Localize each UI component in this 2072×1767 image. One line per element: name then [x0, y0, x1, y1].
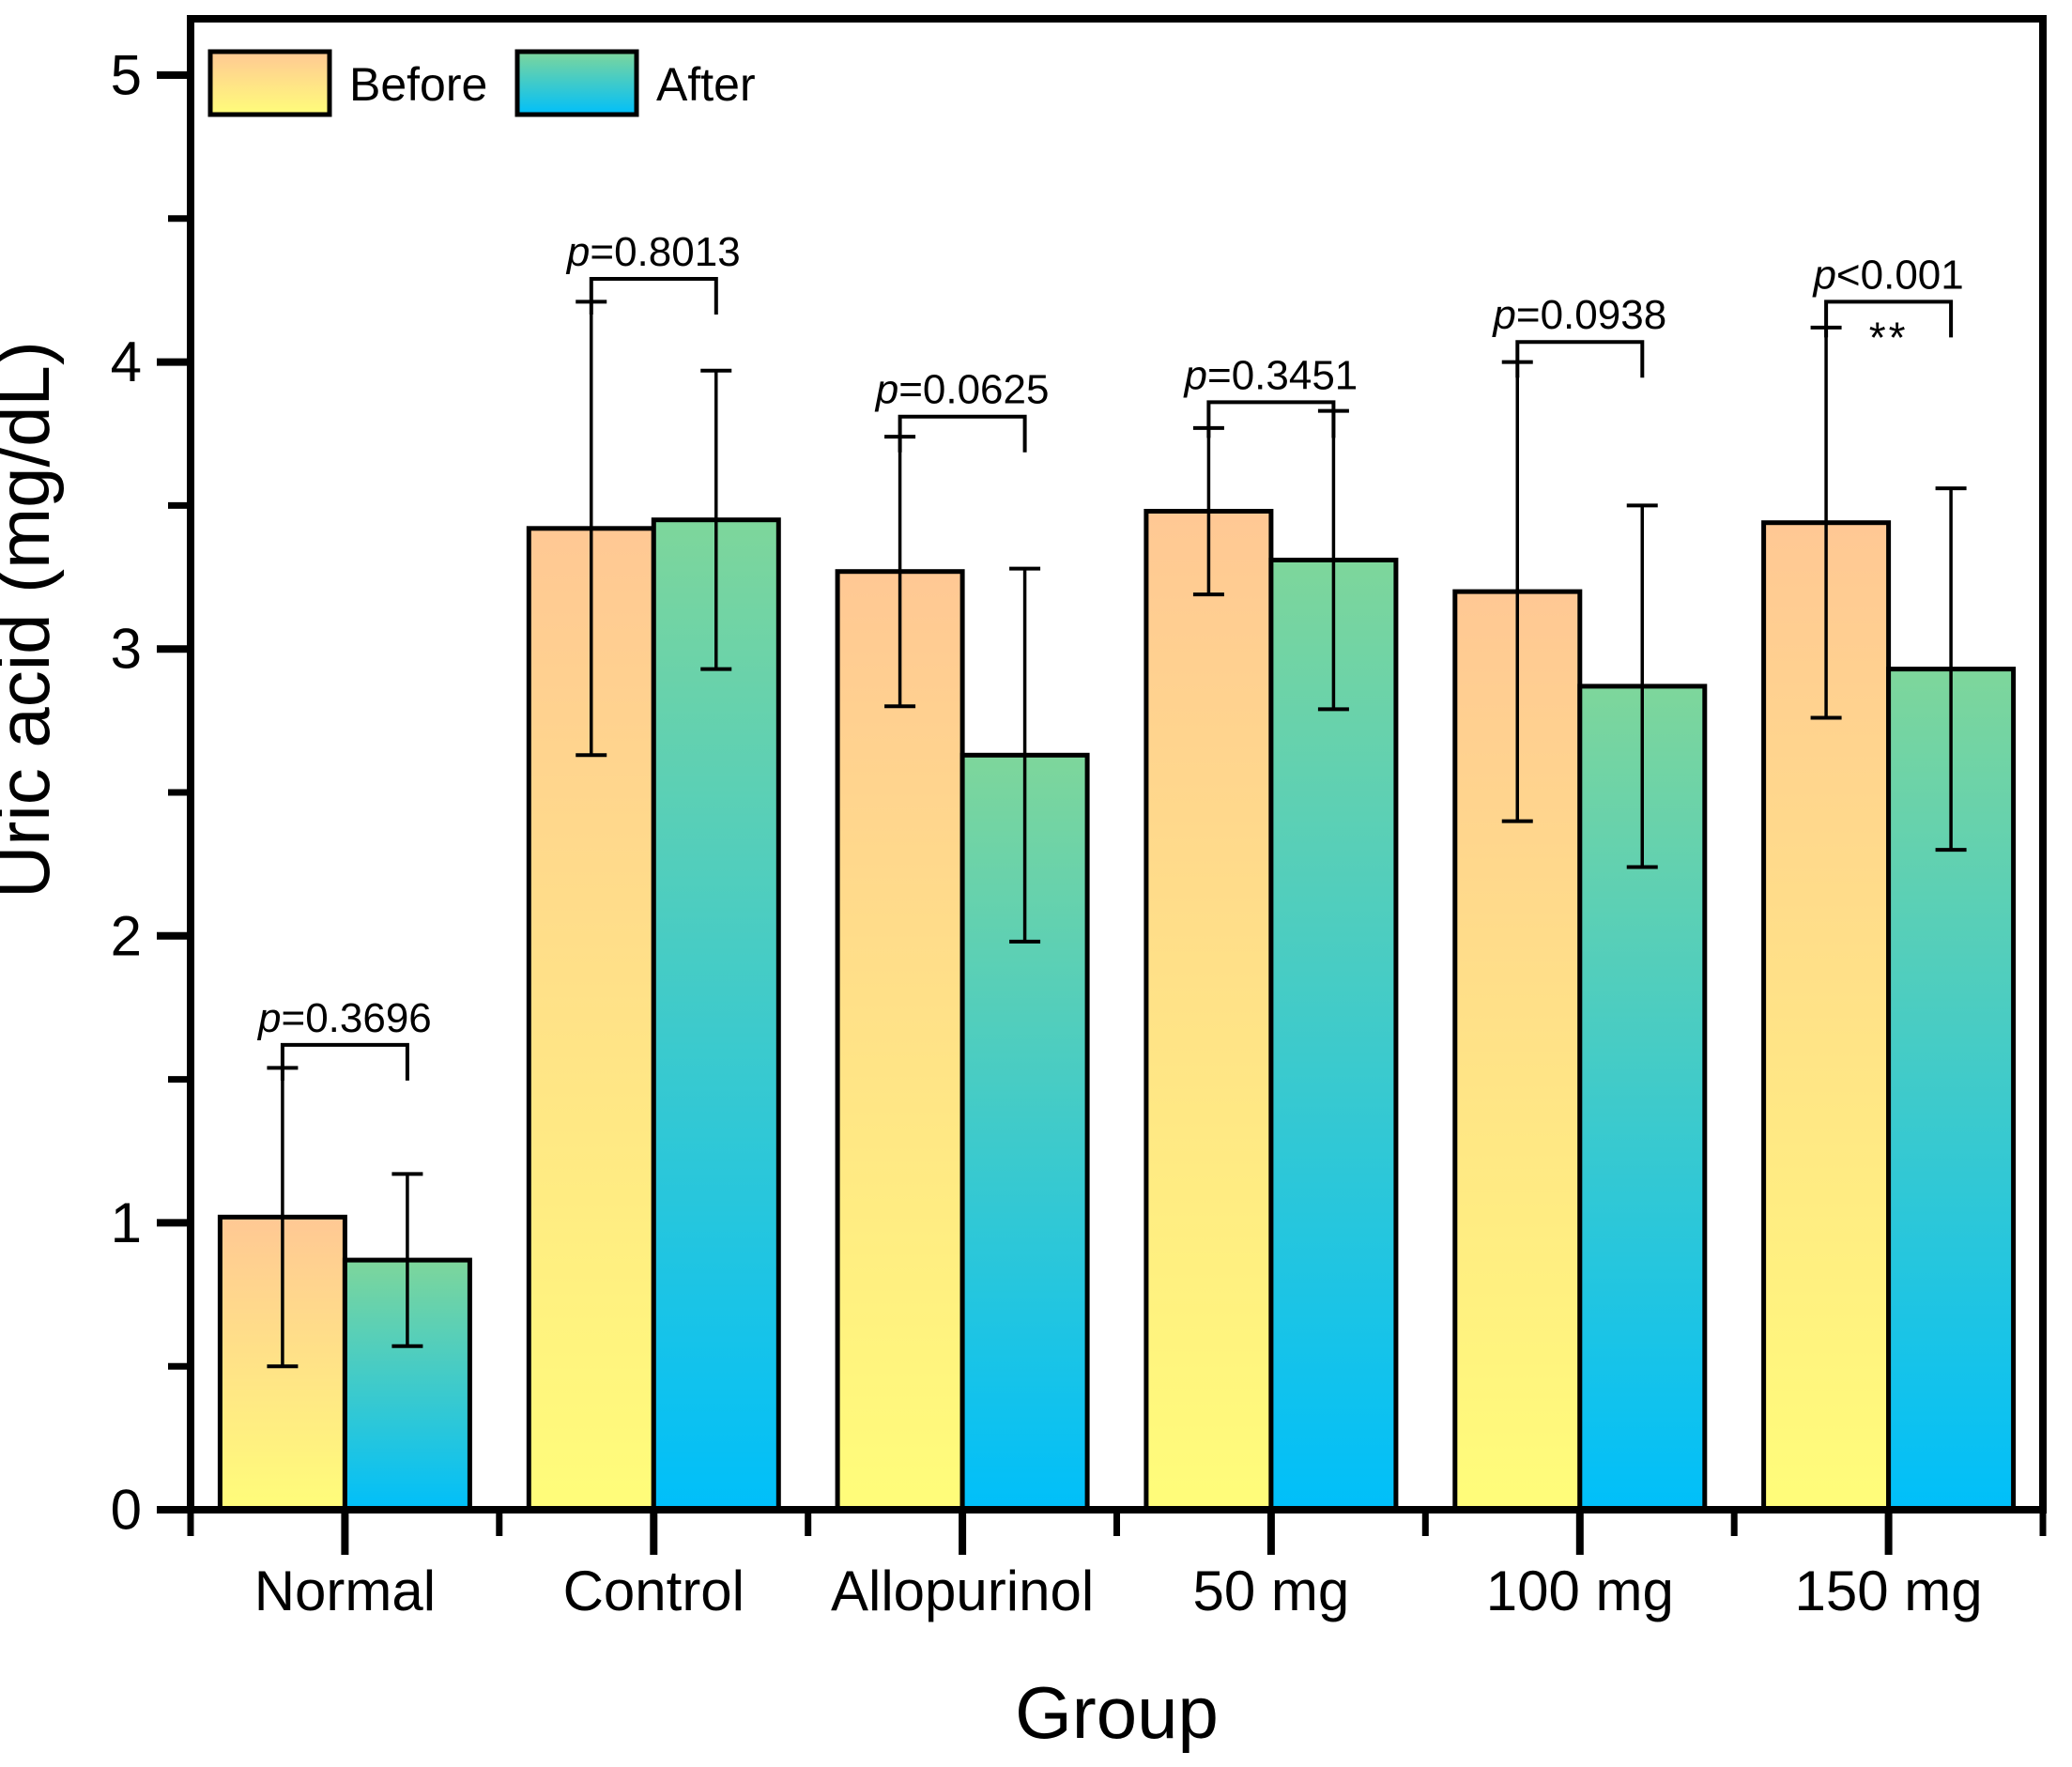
x-tick-label-normal: Normal: [254, 1560, 436, 1622]
p-value-label-normal: p=0.3696: [256, 995, 432, 1041]
p-value-label-150-mg: p<0.001: [1811, 252, 1963, 298]
legend-label-before: Before: [349, 58, 487, 111]
significance-bracket-normal: [280, 1042, 409, 1081]
significance-bracket-50-mg: [1206, 400, 1336, 438]
p-value-label-50-mg: p=0.3451: [1183, 352, 1358, 398]
legend-swatch-before: [207, 49, 332, 117]
x-tick-label-50-mg: 50 mg: [1193, 1560, 1350, 1622]
y-tick-label: 0: [111, 1479, 142, 1542]
error-bar-100-mg-after: [1626, 503, 1658, 869]
bar-50-mg-before: [1143, 509, 1274, 1513]
error-bar-normal-after: [391, 1172, 423, 1348]
y-tick-label: 3: [111, 618, 142, 681]
error-bar-150-mg-after: [1935, 486, 1967, 853]
x-tick-label-allopurinol: Allopurinol: [831, 1560, 1094, 1622]
p-value-label-control: p=0.8013: [565, 229, 741, 275]
significance-bracket-control: [589, 277, 718, 315]
significance-bracket-allopurinol: [898, 414, 1027, 453]
legend-label-after: After: [656, 58, 756, 111]
x-tick-label-100-mg: 100 mg: [1486, 1560, 1674, 1622]
y-tick-label: 5: [111, 44, 142, 107]
x-axis-title: Group: [1015, 1671, 1219, 1754]
error-bar-control-after: [700, 368, 732, 671]
significance-stars-150-mg: **: [1869, 313, 1909, 361]
plot-frame: [187, 15, 2047, 1513]
p-value-label-100-mg: p=0.0938: [1491, 292, 1666, 338]
y-axis-title: Uric acid (mg/dL): [0, 341, 65, 899]
x-tick-label-150-mg: 150 mg: [1795, 1560, 1983, 1622]
legend-swatch-after: [514, 49, 639, 117]
x-tick-label-control: Control: [563, 1560, 744, 1622]
significance-bracket-100-mg: [1515, 340, 1645, 378]
p-value-label-allopurinol: p=0.0625: [874, 367, 1050, 413]
significance-bracket-150-mg: [1824, 300, 1954, 338]
y-tick-label: 2: [111, 904, 142, 967]
y-tick-label: 4: [111, 330, 142, 393]
error-bar-allopurinol-after: [1009, 566, 1041, 944]
y-tick-label: 1: [111, 1191, 142, 1254]
bar-allopurinol-before: [835, 569, 965, 1513]
